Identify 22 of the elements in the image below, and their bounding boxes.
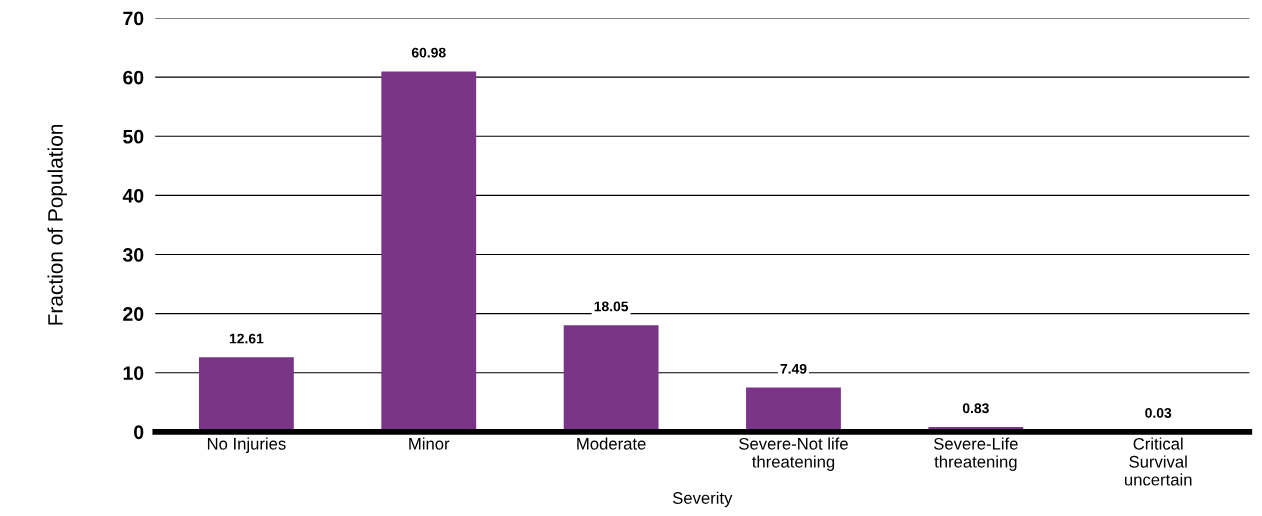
y-axis-title: Fraction of Population <box>47 124 67 325</box>
x-tick-label: Critical Survival uncertain <box>1125 437 1192 486</box>
x-axis-title: Severity <box>672 491 733 508</box>
y-tick-label: 0 <box>134 425 144 440</box>
y-tick-label: 60 <box>123 70 144 85</box>
y-tick-label: 30 <box>122 248 144 262</box>
data-label: 60.98 <box>411 47 446 58</box>
y-tick-label: 10 <box>123 366 144 381</box>
data-label: 0.03 <box>1145 408 1172 418</box>
x-tick-label: Moderate <box>577 437 646 450</box>
data-label: 18.05 <box>594 301 629 312</box>
data-label: 12.61 <box>229 333 264 344</box>
data-label: 0.83 <box>962 403 989 414</box>
x-tick-label: No Injuries <box>207 437 286 453</box>
y-tick-label: 20 <box>123 307 144 321</box>
y-tick-label: 70 <box>123 11 144 26</box>
x-tick-label: Severe-Not life threatening <box>739 437 848 471</box>
y-tick-label: 40 <box>122 188 144 203</box>
y-tick-label: 50 <box>123 129 144 144</box>
x-tick-label: Severe-Life threatening <box>933 437 1018 471</box>
data-label: 7.49 <box>780 363 807 374</box>
x-tick-label: Minor <box>409 437 450 450</box>
